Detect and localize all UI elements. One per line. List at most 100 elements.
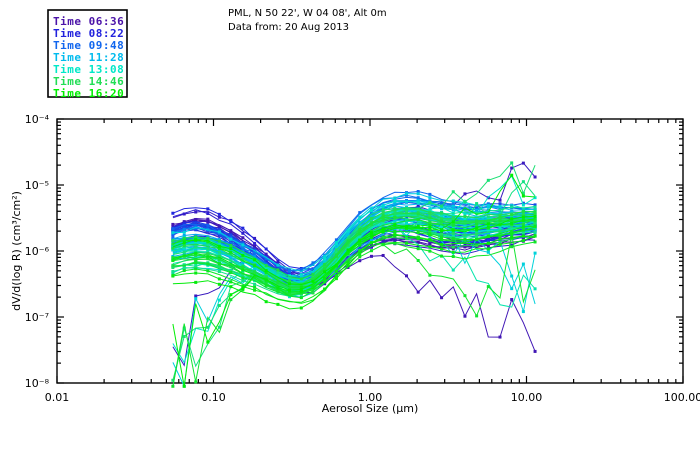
y-axis-label-group: dV/d(log R) (cm³/cm²) bbox=[10, 191, 23, 311]
data-point-marker bbox=[498, 202, 502, 206]
data-point-marker bbox=[288, 272, 292, 276]
legend-item-time-time1308[interactable]: Time 13:08 bbox=[53, 63, 124, 76]
data-point-marker bbox=[486, 231, 490, 235]
data-point-marker bbox=[194, 271, 198, 275]
y-tick-label: 10⁻⁶ bbox=[25, 245, 50, 258]
legend-item-time-time0822[interactable]: Time 08:22 bbox=[53, 27, 124, 40]
data-point-marker bbox=[521, 215, 525, 219]
data-point-marker bbox=[229, 230, 233, 234]
size-distribution-curve bbox=[172, 206, 536, 314]
data-point-marker bbox=[229, 249, 233, 253]
data-point-marker bbox=[533, 205, 537, 209]
data-point-marker bbox=[428, 201, 432, 205]
data-point-marker bbox=[194, 258, 198, 262]
data-point-marker bbox=[311, 284, 315, 288]
data-point-marker bbox=[393, 241, 397, 245]
data-point-marker bbox=[241, 274, 245, 278]
data-point-marker bbox=[428, 228, 432, 232]
x-tick-label: 10.00 bbox=[511, 391, 543, 404]
data-point-marker bbox=[276, 263, 280, 267]
data-point-marker bbox=[405, 274, 409, 278]
data-point-marker bbox=[288, 288, 292, 292]
data-point-marker bbox=[182, 228, 186, 232]
legend-item-time-time0636[interactable]: Time 06:36 bbox=[53, 15, 124, 28]
data-point-marker bbox=[264, 278, 268, 282]
data-point-marker bbox=[486, 239, 490, 243]
data-point-marker bbox=[498, 223, 502, 227]
data-point-marker bbox=[440, 217, 444, 221]
data-point-marker bbox=[451, 237, 455, 241]
data-point-marker bbox=[334, 246, 338, 250]
data-point-marker bbox=[206, 252, 210, 256]
data-point-marker bbox=[369, 249, 373, 253]
data-point-marker bbox=[405, 200, 409, 204]
data-point-marker bbox=[171, 231, 175, 235]
data-point-marker bbox=[276, 286, 280, 290]
data-point-marker bbox=[486, 219, 490, 223]
data-point-marker bbox=[217, 298, 221, 302]
data-point-marker bbox=[323, 276, 327, 280]
size-distribution-curve bbox=[172, 217, 536, 352]
data-point-marker bbox=[276, 289, 280, 293]
data-point-marker bbox=[486, 249, 490, 253]
data-point-marker bbox=[451, 255, 455, 259]
data-point-marker bbox=[217, 233, 221, 237]
x-tick-label: 0.01 bbox=[45, 391, 70, 404]
data-point-marker bbox=[241, 276, 245, 280]
size-distribution-curve bbox=[172, 234, 536, 310]
data-point-marker bbox=[381, 230, 385, 234]
data-point-marker bbox=[206, 340, 210, 344]
data-point-marker bbox=[217, 263, 221, 267]
data-point-marker bbox=[194, 280, 198, 284]
data-point-marker bbox=[369, 231, 373, 235]
legend-item-time-time1620[interactable]: Time 16:20 bbox=[53, 87, 124, 100]
data-point-marker bbox=[346, 264, 350, 268]
data-point-marker bbox=[182, 236, 186, 240]
data-point-marker bbox=[463, 245, 467, 249]
data-point-marker bbox=[451, 206, 455, 210]
legend-item-time-time1446[interactable]: Time 14:46 bbox=[53, 75, 124, 88]
data-point-marker bbox=[440, 237, 444, 241]
data-point-marker bbox=[533, 214, 537, 218]
data-point-marker bbox=[451, 245, 455, 249]
data-point-marker bbox=[276, 302, 280, 306]
data-point-marker bbox=[206, 250, 210, 254]
data-point-marker bbox=[241, 243, 245, 247]
data-point-marker bbox=[463, 220, 467, 224]
data-point-marker bbox=[416, 258, 420, 262]
data-point-marker bbox=[358, 220, 362, 224]
data-point-marker bbox=[463, 314, 467, 318]
data-point-marker bbox=[229, 293, 233, 297]
data-point-marker bbox=[381, 228, 385, 232]
data-point-marker bbox=[381, 205, 385, 209]
data-point-marker bbox=[486, 285, 490, 289]
data-point-marker bbox=[486, 229, 490, 233]
data-point-marker bbox=[381, 222, 385, 226]
data-point-marker bbox=[171, 384, 175, 388]
data-point-marker bbox=[393, 208, 397, 212]
data-point-marker bbox=[428, 273, 432, 277]
data-point-marker bbox=[416, 190, 420, 194]
data-point-marker bbox=[206, 207, 210, 211]
data-point-marker bbox=[182, 220, 186, 224]
legend-item-time-time0948[interactable]: Time 09:48 bbox=[53, 39, 124, 52]
data-point-marker bbox=[358, 230, 362, 234]
data-point-marker bbox=[510, 274, 514, 278]
size-distribution-curve bbox=[172, 193, 536, 283]
data-point-marker bbox=[206, 227, 210, 231]
y-tick-label: 10⁻⁷ bbox=[25, 311, 49, 324]
data-point-marker bbox=[428, 211, 432, 215]
data-point-marker bbox=[323, 254, 327, 258]
data-point-marker bbox=[206, 240, 210, 244]
data-point-marker bbox=[253, 288, 257, 292]
data-point-marker bbox=[369, 226, 373, 230]
data-point-marker bbox=[241, 265, 245, 269]
data-point-marker bbox=[393, 218, 397, 222]
data-point-marker bbox=[264, 266, 268, 270]
data-point-marker bbox=[229, 258, 233, 262]
legend-item-time-time1128[interactable]: Time 11:28 bbox=[53, 51, 124, 64]
data-point-marker bbox=[369, 215, 373, 219]
data-point-marker bbox=[475, 215, 479, 219]
data-point-marker bbox=[323, 257, 327, 261]
